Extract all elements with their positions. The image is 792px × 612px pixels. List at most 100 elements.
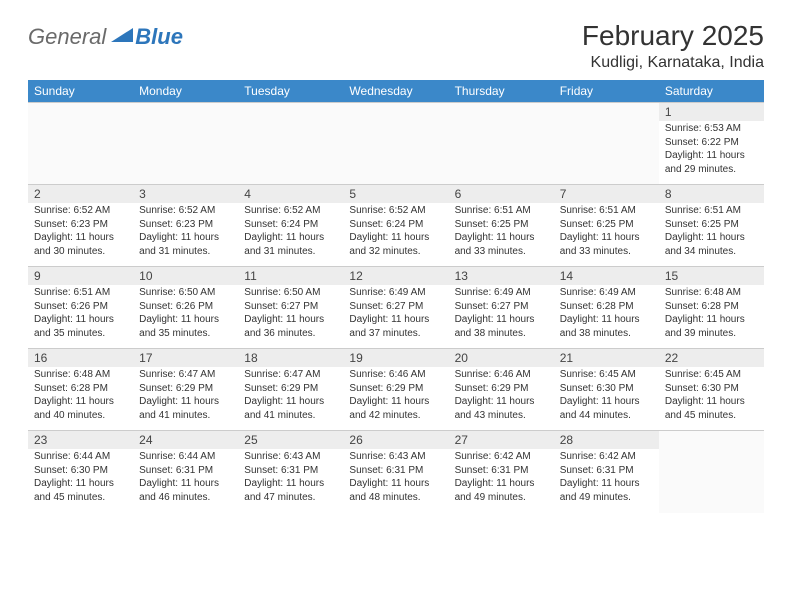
day-details: Sunrise: 6:49 AMSunset: 6:27 PMDaylight:… bbox=[449, 285, 554, 344]
calendar-row: 9Sunrise: 6:51 AMSunset: 6:26 PMDaylight… bbox=[28, 267, 764, 349]
calendar-body: 1Sunrise: 6:53 AMSunset: 6:22 PMDaylight… bbox=[28, 103, 764, 513]
day-details: Sunrise: 6:51 AMSunset: 6:26 PMDaylight:… bbox=[28, 285, 133, 344]
calendar-empty bbox=[659, 431, 764, 513]
day-details: Sunrise: 6:46 AMSunset: 6:29 PMDaylight:… bbox=[449, 367, 554, 426]
day-number: 26 bbox=[343, 431, 448, 449]
day-details: Sunrise: 6:52 AMSunset: 6:23 PMDaylight:… bbox=[28, 203, 133, 262]
day-details: Sunrise: 6:44 AMSunset: 6:30 PMDaylight:… bbox=[28, 449, 133, 508]
logo-triangle-icon bbox=[111, 26, 133, 49]
calendar-day: 4Sunrise: 6:52 AMSunset: 6:24 PMDaylight… bbox=[238, 185, 343, 267]
calendar-day: 27Sunrise: 6:42 AMSunset: 6:31 PMDayligh… bbox=[449, 431, 554, 513]
calendar-empty bbox=[449, 103, 554, 185]
day-number: 17 bbox=[133, 349, 238, 367]
day-number: 19 bbox=[343, 349, 448, 367]
day-number: 3 bbox=[133, 185, 238, 203]
calendar-empty bbox=[343, 103, 448, 185]
day-details: Sunrise: 6:53 AMSunset: 6:22 PMDaylight:… bbox=[659, 121, 764, 180]
calendar-day: 22Sunrise: 6:45 AMSunset: 6:30 PMDayligh… bbox=[659, 349, 764, 431]
day-number: 13 bbox=[449, 267, 554, 285]
day-details: Sunrise: 6:48 AMSunset: 6:28 PMDaylight:… bbox=[28, 367, 133, 426]
day-details: Sunrise: 6:51 AMSunset: 6:25 PMDaylight:… bbox=[659, 203, 764, 262]
day-number: 23 bbox=[28, 431, 133, 449]
calendar-day: 10Sunrise: 6:50 AMSunset: 6:26 PMDayligh… bbox=[133, 267, 238, 349]
calendar-day: 11Sunrise: 6:50 AMSunset: 6:27 PMDayligh… bbox=[238, 267, 343, 349]
header: General Blue February 2025 Kudligi, Karn… bbox=[28, 20, 764, 72]
day-number: 2 bbox=[28, 185, 133, 203]
day-number: 16 bbox=[28, 349, 133, 367]
calendar-day: 7Sunrise: 6:51 AMSunset: 6:25 PMDaylight… bbox=[554, 185, 659, 267]
calendar-empty bbox=[28, 103, 133, 185]
calendar-empty bbox=[133, 103, 238, 185]
day-number: 20 bbox=[449, 349, 554, 367]
calendar-day: 5Sunrise: 6:52 AMSunset: 6:24 PMDaylight… bbox=[343, 185, 448, 267]
calendar-table: SundayMondayTuesdayWednesdayThursdayFrid… bbox=[28, 80, 764, 513]
page-title: February 2025 bbox=[582, 20, 764, 52]
calendar-day: 16Sunrise: 6:48 AMSunset: 6:28 PMDayligh… bbox=[28, 349, 133, 431]
day-number: 27 bbox=[449, 431, 554, 449]
calendar-day: 18Sunrise: 6:47 AMSunset: 6:29 PMDayligh… bbox=[238, 349, 343, 431]
calendar-day: 13Sunrise: 6:49 AMSunset: 6:27 PMDayligh… bbox=[449, 267, 554, 349]
calendar-day: 3Sunrise: 6:52 AMSunset: 6:23 PMDaylight… bbox=[133, 185, 238, 267]
calendar-row: 23Sunrise: 6:44 AMSunset: 6:30 PMDayligh… bbox=[28, 431, 764, 513]
day-number: 28 bbox=[554, 431, 659, 449]
location: Kudligi, Karnataka, India bbox=[582, 54, 764, 72]
weekday-header: Thursday bbox=[449, 80, 554, 103]
day-number: 6 bbox=[449, 185, 554, 203]
weekday-header: Friday bbox=[554, 80, 659, 103]
day-details: Sunrise: 6:50 AMSunset: 6:26 PMDaylight:… bbox=[133, 285, 238, 344]
logo-text-general: General bbox=[28, 24, 106, 50]
weekday-header: Monday bbox=[133, 80, 238, 103]
day-details: Sunrise: 6:42 AMSunset: 6:31 PMDaylight:… bbox=[554, 449, 659, 508]
day-number: 11 bbox=[238, 267, 343, 285]
day-details: Sunrise: 6:44 AMSunset: 6:31 PMDaylight:… bbox=[133, 449, 238, 508]
day-number: 9 bbox=[28, 267, 133, 285]
day-details: Sunrise: 6:49 AMSunset: 6:28 PMDaylight:… bbox=[554, 285, 659, 344]
calendar-day: 8Sunrise: 6:51 AMSunset: 6:25 PMDaylight… bbox=[659, 185, 764, 267]
calendar-day: 6Sunrise: 6:51 AMSunset: 6:25 PMDaylight… bbox=[449, 185, 554, 267]
calendar-day: 12Sunrise: 6:49 AMSunset: 6:27 PMDayligh… bbox=[343, 267, 448, 349]
day-details: Sunrise: 6:51 AMSunset: 6:25 PMDaylight:… bbox=[449, 203, 554, 262]
logo: General Blue bbox=[28, 24, 183, 50]
logo-text-blue: Blue bbox=[135, 24, 183, 50]
title-block: February 2025 Kudligi, Karnataka, India bbox=[582, 20, 764, 72]
day-details: Sunrise: 6:50 AMSunset: 6:27 PMDaylight:… bbox=[238, 285, 343, 344]
weekday-header: Tuesday bbox=[238, 80, 343, 103]
calendar-day: 9Sunrise: 6:51 AMSunset: 6:26 PMDaylight… bbox=[28, 267, 133, 349]
calendar-day: 26Sunrise: 6:43 AMSunset: 6:31 PMDayligh… bbox=[343, 431, 448, 513]
calendar-day: 21Sunrise: 6:45 AMSunset: 6:30 PMDayligh… bbox=[554, 349, 659, 431]
day-details: Sunrise: 6:52 AMSunset: 6:24 PMDaylight:… bbox=[238, 203, 343, 262]
day-details: Sunrise: 6:45 AMSunset: 6:30 PMDaylight:… bbox=[659, 367, 764, 426]
weekday-header: Sunday bbox=[28, 80, 133, 103]
day-number: 10 bbox=[133, 267, 238, 285]
calendar-day: 17Sunrise: 6:47 AMSunset: 6:29 PMDayligh… bbox=[133, 349, 238, 431]
day-details: Sunrise: 6:51 AMSunset: 6:25 PMDaylight:… bbox=[554, 203, 659, 262]
day-details: Sunrise: 6:48 AMSunset: 6:28 PMDaylight:… bbox=[659, 285, 764, 344]
day-number: 7 bbox=[554, 185, 659, 203]
day-number: 4 bbox=[238, 185, 343, 203]
day-details: Sunrise: 6:45 AMSunset: 6:30 PMDaylight:… bbox=[554, 367, 659, 426]
calendar-day: 20Sunrise: 6:46 AMSunset: 6:29 PMDayligh… bbox=[449, 349, 554, 431]
day-details: Sunrise: 6:43 AMSunset: 6:31 PMDaylight:… bbox=[343, 449, 448, 508]
calendar-day: 2Sunrise: 6:52 AMSunset: 6:23 PMDaylight… bbox=[28, 185, 133, 267]
day-number: 25 bbox=[238, 431, 343, 449]
calendar-day: 28Sunrise: 6:42 AMSunset: 6:31 PMDayligh… bbox=[554, 431, 659, 513]
calendar-day: 15Sunrise: 6:48 AMSunset: 6:28 PMDayligh… bbox=[659, 267, 764, 349]
day-number: 1 bbox=[659, 103, 764, 121]
day-number: 21 bbox=[554, 349, 659, 367]
calendar-header: SundayMondayTuesdayWednesdayThursdayFrid… bbox=[28, 80, 764, 103]
calendar-day: 24Sunrise: 6:44 AMSunset: 6:31 PMDayligh… bbox=[133, 431, 238, 513]
calendar-day: 19Sunrise: 6:46 AMSunset: 6:29 PMDayligh… bbox=[343, 349, 448, 431]
weekday-header: Saturday bbox=[659, 80, 764, 103]
calendar-empty bbox=[238, 103, 343, 185]
day-details: Sunrise: 6:52 AMSunset: 6:24 PMDaylight:… bbox=[343, 203, 448, 262]
calendar-day: 23Sunrise: 6:44 AMSunset: 6:30 PMDayligh… bbox=[28, 431, 133, 513]
day-number: 12 bbox=[343, 267, 448, 285]
day-number: 15 bbox=[659, 267, 764, 285]
day-number: 22 bbox=[659, 349, 764, 367]
day-details: Sunrise: 6:47 AMSunset: 6:29 PMDaylight:… bbox=[238, 367, 343, 426]
day-details: Sunrise: 6:52 AMSunset: 6:23 PMDaylight:… bbox=[133, 203, 238, 262]
calendar-row: 1Sunrise: 6:53 AMSunset: 6:22 PMDaylight… bbox=[28, 103, 764, 185]
day-details: Sunrise: 6:47 AMSunset: 6:29 PMDaylight:… bbox=[133, 367, 238, 426]
calendar-empty bbox=[554, 103, 659, 185]
day-details: Sunrise: 6:43 AMSunset: 6:31 PMDaylight:… bbox=[238, 449, 343, 508]
